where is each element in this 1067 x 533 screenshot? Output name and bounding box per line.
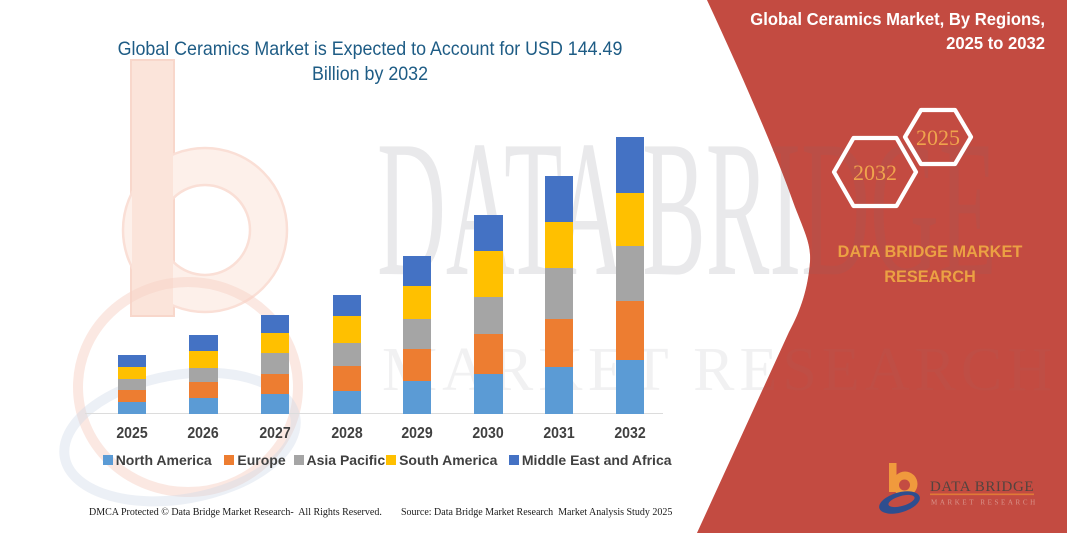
- svg-text:DATA BRIDGE: DATA BRIDGE: [930, 479, 1034, 495]
- svg-text:2032: 2032: [853, 160, 897, 185]
- svg-text:MARKET RESEARCH: MARKET RESEARCH: [931, 499, 1038, 507]
- svg-text:2025: 2025: [916, 125, 960, 150]
